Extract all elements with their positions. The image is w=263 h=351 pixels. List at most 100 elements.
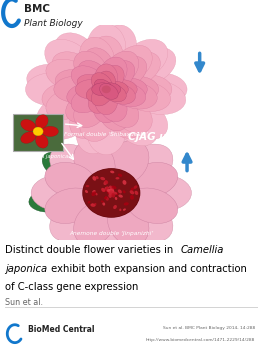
Ellipse shape bbox=[105, 197, 109, 201]
Text: BMC: BMC bbox=[24, 4, 50, 14]
Ellipse shape bbox=[117, 52, 160, 86]
Ellipse shape bbox=[99, 83, 121, 96]
Ellipse shape bbox=[92, 191, 96, 196]
Ellipse shape bbox=[100, 65, 124, 91]
Ellipse shape bbox=[77, 74, 108, 95]
Ellipse shape bbox=[37, 93, 88, 132]
FancyBboxPatch shape bbox=[13, 114, 63, 151]
Ellipse shape bbox=[95, 64, 118, 91]
Ellipse shape bbox=[91, 203, 94, 206]
Ellipse shape bbox=[130, 187, 134, 191]
Ellipse shape bbox=[83, 48, 114, 83]
Ellipse shape bbox=[105, 187, 109, 190]
Ellipse shape bbox=[21, 119, 36, 131]
Ellipse shape bbox=[107, 190, 111, 194]
Ellipse shape bbox=[99, 96, 130, 131]
Ellipse shape bbox=[103, 181, 108, 185]
Ellipse shape bbox=[100, 84, 118, 99]
Text: exhibit both expansion and contraction: exhibit both expansion and contraction bbox=[48, 264, 246, 273]
Ellipse shape bbox=[55, 69, 96, 96]
Ellipse shape bbox=[100, 177, 105, 180]
Ellipse shape bbox=[127, 163, 178, 198]
Ellipse shape bbox=[115, 197, 117, 200]
Ellipse shape bbox=[113, 102, 158, 146]
Text: Wild Camellia japonica: Wild Camellia japonica bbox=[8, 153, 68, 159]
Ellipse shape bbox=[86, 84, 111, 102]
Ellipse shape bbox=[105, 180, 108, 184]
Ellipse shape bbox=[121, 198, 173, 242]
Ellipse shape bbox=[36, 134, 48, 148]
Ellipse shape bbox=[109, 190, 113, 196]
Ellipse shape bbox=[92, 190, 95, 193]
Ellipse shape bbox=[87, 24, 126, 71]
Ellipse shape bbox=[94, 79, 113, 95]
Ellipse shape bbox=[71, 87, 105, 113]
Ellipse shape bbox=[109, 190, 113, 194]
Ellipse shape bbox=[109, 190, 114, 194]
Ellipse shape bbox=[99, 57, 127, 88]
Ellipse shape bbox=[45, 163, 96, 198]
Ellipse shape bbox=[79, 37, 114, 78]
Text: of C-class gene expression: of C-class gene expression bbox=[5, 283, 139, 292]
Ellipse shape bbox=[94, 203, 97, 206]
Ellipse shape bbox=[104, 61, 135, 89]
Ellipse shape bbox=[70, 99, 107, 138]
Text: http://www.biomedcentral.com/1471-2229/14/288: http://www.biomedcentral.com/1471-2229/1… bbox=[146, 338, 255, 342]
Ellipse shape bbox=[106, 80, 137, 99]
Ellipse shape bbox=[42, 82, 89, 112]
Ellipse shape bbox=[101, 188, 105, 192]
Ellipse shape bbox=[97, 71, 116, 94]
Ellipse shape bbox=[110, 186, 114, 192]
Ellipse shape bbox=[71, 66, 105, 92]
Ellipse shape bbox=[108, 202, 149, 246]
Ellipse shape bbox=[110, 56, 147, 87]
Ellipse shape bbox=[58, 208, 96, 246]
Ellipse shape bbox=[109, 190, 113, 195]
Ellipse shape bbox=[99, 91, 127, 121]
Ellipse shape bbox=[111, 78, 147, 101]
Ellipse shape bbox=[112, 193, 115, 198]
Ellipse shape bbox=[21, 132, 36, 144]
Ellipse shape bbox=[29, 187, 79, 212]
Ellipse shape bbox=[66, 91, 102, 122]
Ellipse shape bbox=[74, 140, 115, 184]
Ellipse shape bbox=[110, 83, 146, 107]
Ellipse shape bbox=[131, 80, 186, 114]
Ellipse shape bbox=[115, 177, 119, 179]
Ellipse shape bbox=[104, 197, 107, 199]
Ellipse shape bbox=[52, 52, 95, 86]
Ellipse shape bbox=[96, 176, 99, 179]
Text: Sun et al. BMC Plant Biology 2014, 14:288: Sun et al. BMC Plant Biology 2014, 14:28… bbox=[163, 326, 255, 330]
Ellipse shape bbox=[45, 188, 96, 224]
Ellipse shape bbox=[45, 98, 93, 139]
Ellipse shape bbox=[78, 61, 108, 89]
Ellipse shape bbox=[95, 88, 118, 115]
Ellipse shape bbox=[110, 171, 114, 173]
Ellipse shape bbox=[67, 83, 103, 107]
Text: Camellia: Camellia bbox=[181, 245, 224, 254]
Ellipse shape bbox=[123, 208, 126, 211]
Ellipse shape bbox=[124, 75, 172, 104]
Circle shape bbox=[83, 169, 140, 217]
Ellipse shape bbox=[87, 107, 126, 155]
Ellipse shape bbox=[102, 84, 126, 102]
Text: Sun et al.: Sun et al. bbox=[5, 298, 43, 307]
Ellipse shape bbox=[108, 194, 112, 198]
Ellipse shape bbox=[132, 73, 187, 106]
Ellipse shape bbox=[92, 83, 113, 96]
Ellipse shape bbox=[113, 205, 117, 209]
Ellipse shape bbox=[89, 36, 123, 77]
Ellipse shape bbox=[85, 190, 88, 193]
Ellipse shape bbox=[109, 189, 112, 193]
Ellipse shape bbox=[125, 47, 176, 85]
Ellipse shape bbox=[105, 51, 139, 85]
Ellipse shape bbox=[90, 205, 133, 256]
Ellipse shape bbox=[112, 186, 117, 189]
Text: Formal double ‘Shibaxueshi’: Formal double ‘Shibaxueshi’ bbox=[64, 132, 148, 137]
Ellipse shape bbox=[112, 97, 152, 133]
Ellipse shape bbox=[75, 80, 107, 99]
Ellipse shape bbox=[112, 45, 152, 82]
Ellipse shape bbox=[120, 98, 168, 139]
Ellipse shape bbox=[92, 176, 96, 181]
Ellipse shape bbox=[90, 130, 133, 180]
